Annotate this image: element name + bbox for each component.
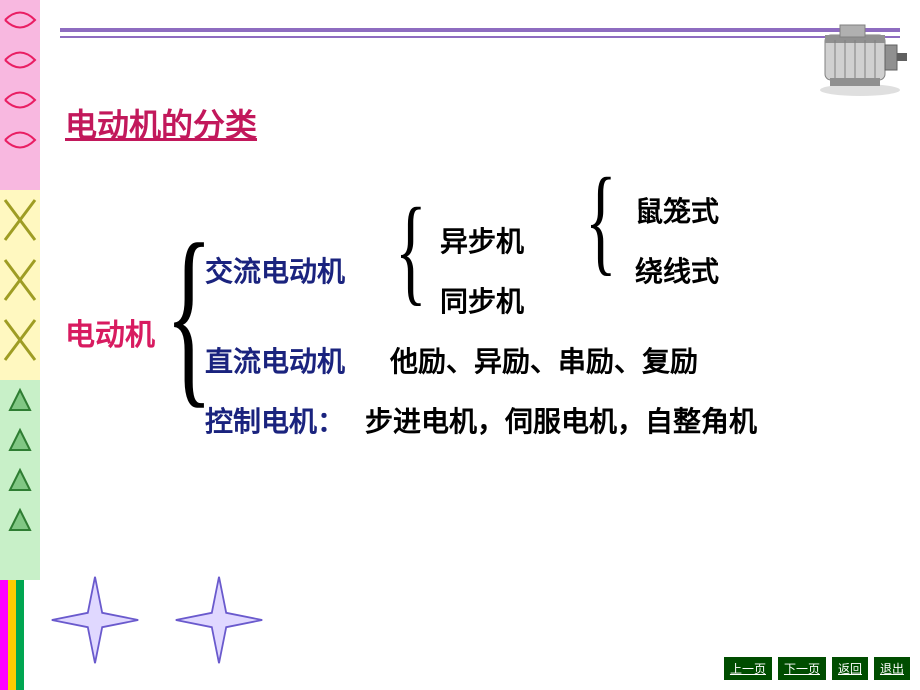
nav-back[interactable]: 返回: [832, 657, 868, 680]
motor-icon: [810, 10, 910, 100]
brace-ac: {: [395, 190, 427, 310]
slide-area: 电动机的分类 电动机 { { { 交流电动机 直流电动机 他励、异励、串励、复励…: [40, 0, 920, 690]
brace-root: {: [165, 215, 213, 415]
node-ctrl-sub: 步进电机，伺服电机，自整角机: [365, 400, 757, 440]
node-dc: 直流电动机: [205, 340, 345, 380]
node-ctrl: 控制电机：: [205, 400, 345, 440]
brace-async: {: [585, 160, 617, 280]
node-wound: 绕线式: [635, 250, 719, 290]
side-thumb-3: [0, 380, 40, 580]
node-async: 异步机: [440, 220, 524, 260]
star-decor: [50, 575, 294, 670]
nav-prev[interactable]: 上一页: [724, 657, 772, 680]
side-thumb-2: [0, 190, 40, 390]
star-icon: [50, 575, 140, 670]
node-sq: 鼠笼式: [635, 190, 719, 230]
nav-exit[interactable]: 退出: [874, 657, 910, 680]
node-sync: 同步机: [440, 280, 524, 320]
nav-next[interactable]: 下一页: [778, 657, 826, 680]
node-dc-sub: 他励、异励、串励、复励: [390, 340, 698, 380]
rule-thick: [60, 28, 900, 32]
side-thumb-1: [0, 0, 40, 200]
rule-thin: [60, 36, 900, 38]
page-title: 电动机的分类: [65, 100, 257, 146]
root-label: 电动机: [65, 310, 155, 354]
star-icon: [174, 575, 264, 670]
node-ac: 交流电动机: [205, 250, 345, 290]
navbar: 上一页 下一页 返回 退出: [722, 657, 910, 680]
